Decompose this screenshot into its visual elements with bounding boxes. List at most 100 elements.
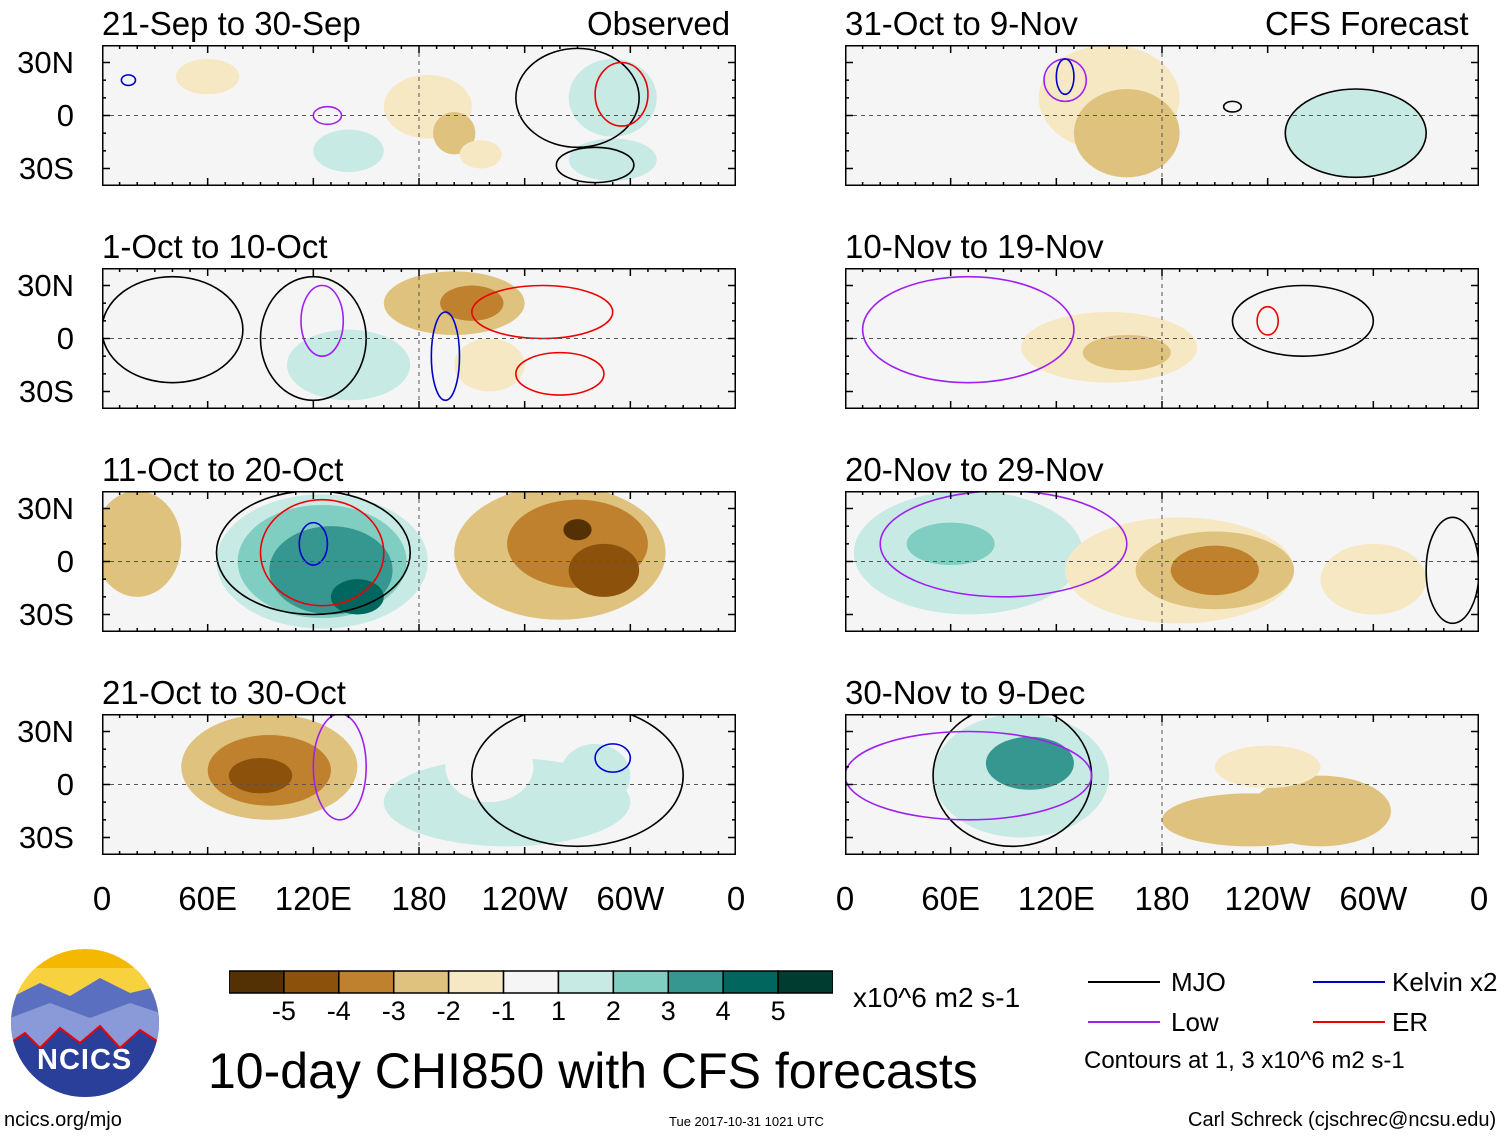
map-panel [845, 714, 1479, 855]
map-panel [102, 45, 736, 186]
lat-tick-label: 0 [56, 767, 74, 802]
lon-tick-label: 120W [1224, 880, 1311, 917]
colorbar-label: -2 [436, 996, 461, 1026]
anomaly-region [559, 743, 631, 808]
lon-tick-label: 0 [92, 880, 112, 917]
lon-tick-label: 180 [391, 880, 447, 917]
contour [594, 61, 649, 127]
colorbar-label: -1 [491, 996, 516, 1026]
map-panel [102, 714, 736, 855]
logo-text: NCICS [37, 1044, 133, 1076]
map-panel [102, 268, 736, 409]
lon-tick-label: 0 [835, 880, 855, 917]
contour [471, 714, 684, 848]
lat-tick-label: 0 [56, 544, 74, 579]
anomaly-region [440, 285, 504, 321]
lon-tick-label: 60E [178, 880, 238, 917]
colorbar-label: -4 [326, 996, 351, 1026]
legend-er: ER [1392, 1007, 1429, 1037]
lon-tick-label: 120E [1017, 880, 1095, 917]
contour [298, 521, 329, 566]
section-label: CFS Forecast [1265, 5, 1469, 42]
colorbar [229, 970, 833, 994]
colorbar-label: -5 [271, 996, 296, 1026]
contour [1284, 88, 1427, 179]
anomaly-region [906, 522, 995, 566]
lat-tick-label: 30N [17, 714, 74, 749]
contours-note: Contours at 1, 3 x10^6 m2 s-1 [1084, 1047, 1405, 1074]
colorbar-swatch [338, 970, 395, 994]
lon-tick-label: 120W [481, 880, 568, 917]
panel-title: 21-Sep to 30-Sep [102, 5, 361, 42]
anomaly-region [853, 80, 960, 151]
legend-low: Low [1171, 1007, 1219, 1037]
map-panel [845, 45, 1479, 186]
contour-legend-lines [1088, 981, 1385, 1023]
anomaly-region [1073, 89, 1180, 178]
lat-tick-label: 0 [56, 98, 74, 133]
anomaly-region [445, 731, 534, 803]
colorbar-label: 4 [715, 996, 731, 1026]
legend-kelvin: Kelvin x2 [1392, 967, 1498, 997]
ncics-logo [11, 949, 159, 1097]
colorbar-swatch [447, 970, 505, 994]
lon-tick-label: 60W [596, 880, 665, 917]
contour [430, 311, 461, 402]
anomaly-region [313, 129, 384, 173]
anomaly-region [1285, 89, 1427, 178]
anomaly-region [454, 338, 525, 392]
contour [312, 714, 367, 821]
colorbar-label: -3 [381, 996, 406, 1026]
anomaly-region [1320, 543, 1427, 615]
legend-mjo: MJO [1171, 967, 1226, 997]
map-panel [845, 268, 1479, 409]
colorbar-swatch [777, 970, 833, 994]
contour [879, 491, 1128, 598]
map-panel [845, 491, 1479, 632]
lat-tick-label: 30N [17, 268, 74, 303]
contour [120, 74, 137, 87]
url-label: ncics.org/mjo [4, 1109, 122, 1131]
credit: Carl Schreck (cjschrec@ncsu.edu) [1188, 1109, 1497, 1131]
anomaly-region [175, 58, 240, 95]
contour [215, 491, 411, 616]
anomaly-region [1082, 334, 1171, 371]
colorbar-swatch [392, 970, 450, 994]
anomaly-region [228, 758, 293, 794]
lon-tick-label: 180 [1134, 880, 1190, 917]
anomaly-region [459, 140, 502, 169]
colorbar-swatch [557, 970, 615, 994]
lon-tick-label: 0 [1469, 880, 1489, 917]
anomaly-region [1170, 545, 1259, 596]
lat-tick-label: 30N [17, 491, 74, 526]
colorbar-label: 1 [550, 996, 566, 1026]
lon-tick-label: 60W [1339, 880, 1408, 917]
lon-tick-label: 0 [726, 880, 746, 917]
contour [1256, 305, 1280, 336]
anomaly-region [1214, 745, 1321, 789]
panel-title: 11-Oct to 20-Oct [102, 451, 344, 488]
anomaly-region [110, 356, 164, 392]
figure-title: 10-day CHI850 with CFS forecasts [208, 1043, 978, 1099]
colorbar-swatch [283, 970, 340, 994]
lon-tick-label: 60E [921, 880, 981, 917]
lat-tick-label: 0 [56, 321, 74, 356]
colorbar-label: 3 [660, 996, 676, 1026]
panel-title: 20-Nov to 29-Nov [845, 451, 1104, 488]
anomaly-region [433, 111, 476, 155]
colorbar-label: 5 [770, 996, 786, 1026]
lat-tick-label: 30N [17, 45, 74, 80]
lat-tick-label: 30S [18, 374, 74, 409]
panel-title: 30-Nov to 9-Dec [845, 674, 1086, 711]
contour [515, 351, 605, 396]
panel-title: 10-Nov to 19-Nov [845, 228, 1104, 265]
lat-tick-label: 30S [18, 597, 74, 632]
contour [1231, 284, 1375, 357]
lat-tick-label: 30S [18, 820, 74, 855]
section-label: Observed [587, 5, 731, 42]
map-panel [102, 491, 736, 632]
contour [845, 730, 1093, 821]
anomaly-region [568, 342, 657, 406]
colorbar-label: 2 [605, 996, 621, 1026]
anomaly-region [568, 543, 640, 597]
